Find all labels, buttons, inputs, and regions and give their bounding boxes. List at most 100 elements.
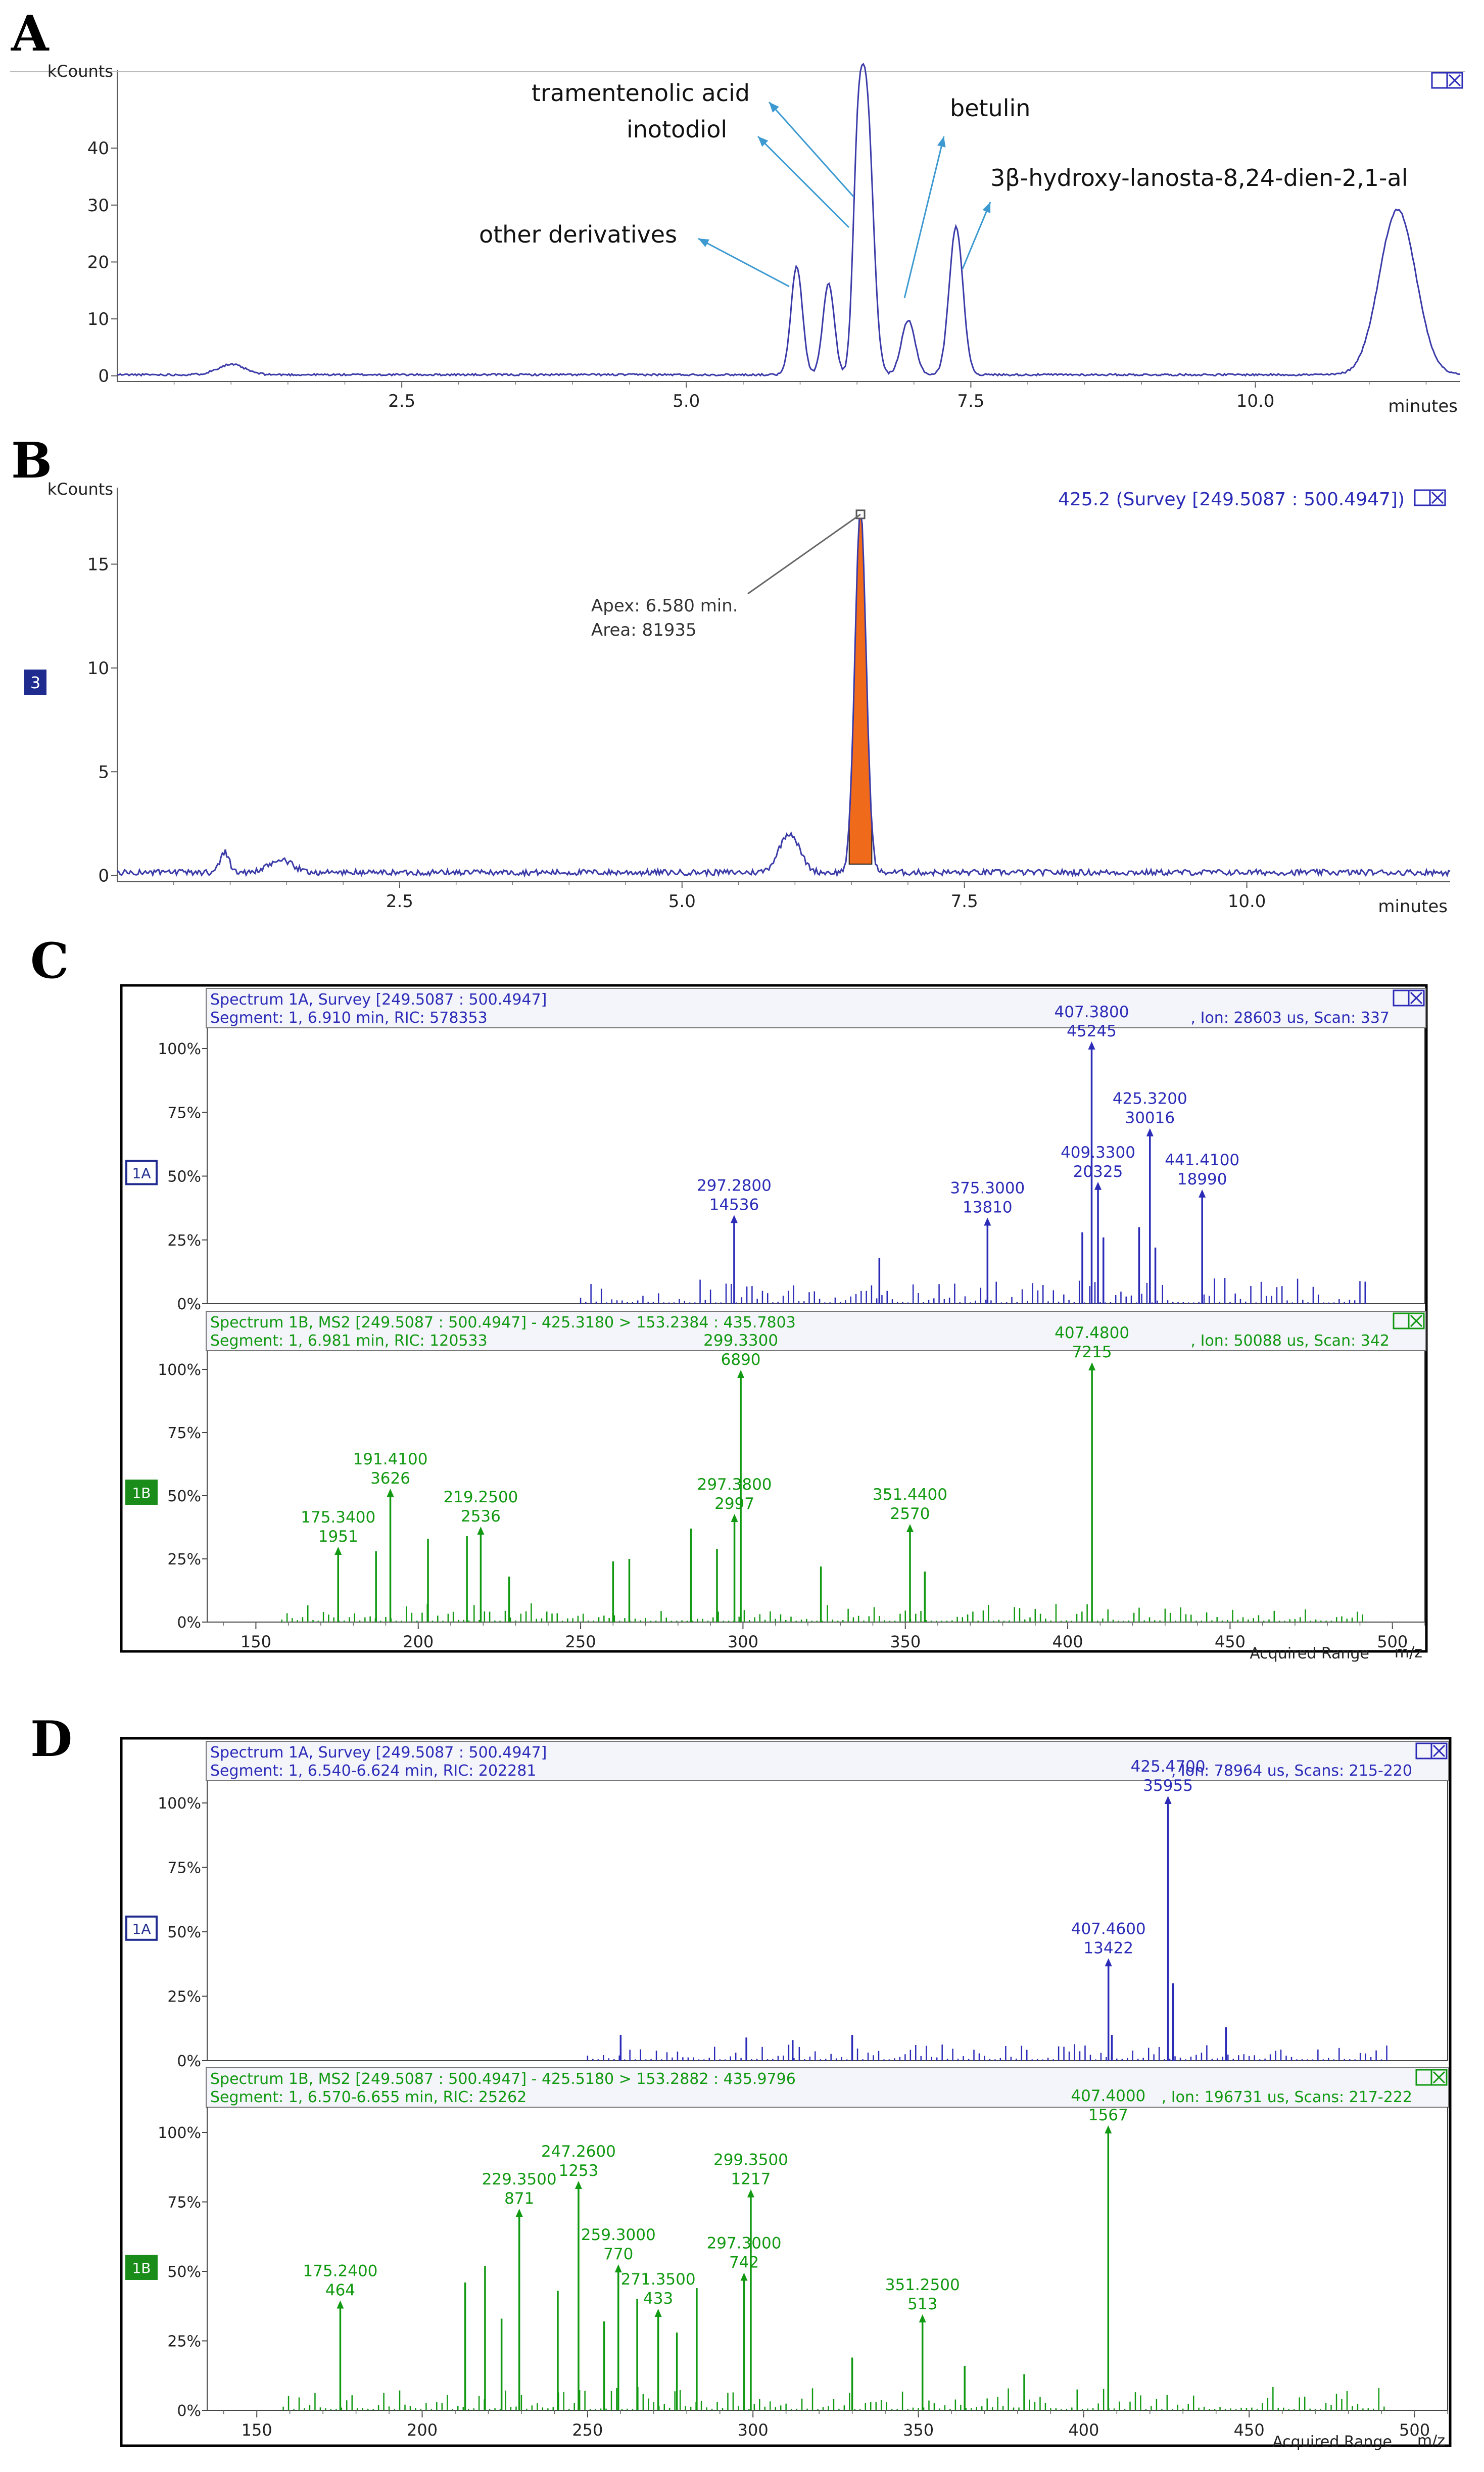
panel-b-x-tick-label: 2.5 — [386, 891, 413, 912]
panel-d-spectrum-0-close-icon[interactable] — [1430, 1742, 1448, 1760]
panel-c-peak-mz-label: 297.2800 — [697, 1176, 772, 1195]
trace-badge-label: 3 — [30, 673, 40, 692]
panel-c-spectrum-1-close-icon-frame — [1408, 1312, 1425, 1329]
panel-d-spectrum-segment: Segment: 1, 6.570-6.655 min, RIC: 25262 — [210, 2088, 526, 2106]
panel-b-close-icon-stroke-b — [1431, 491, 1444, 504]
panel-d-spectrum-badge-label: 1A — [132, 1921, 151, 1937]
panel-d-peak-mz-label: 271.3500 — [621, 2270, 696, 2289]
panel-c-peak-intensity-label: 2570 — [890, 1505, 930, 1523]
panel-c-peak-intensity-label: 6890 — [721, 1351, 761, 1369]
panel-label-d: D — [30, 1710, 72, 1768]
panel-c-peak-mz-label: 297.3800 — [697, 1476, 772, 1494]
panel-d-peak-intensity-label: 1567 — [1088, 2106, 1128, 2124]
panel-c-y-tick-label: 0% — [177, 1614, 201, 1632]
panel-b-trace-line — [117, 512, 1451, 878]
panel-d-spectrum-badge-label: 1B — [132, 2260, 151, 2276]
panel-c-y-tick-label: 100% — [158, 1361, 201, 1379]
peak-annotation-arrowhead — [769, 102, 779, 113]
peak-annotation-label: other derivatives — [479, 221, 677, 248]
panel-c-peak-marker — [731, 1514, 738, 1522]
panel-c-peak-intensity-label: 7215 — [1072, 1343, 1112, 1361]
panel-c-peak-mz-label: 407.4800 — [1055, 1324, 1129, 1342]
panel-c-peak-mz-label: 175.3400 — [301, 1508, 375, 1527]
panel-c-x-tick-label: 350 — [890, 1632, 921, 1651]
panel-label-b: B — [11, 432, 52, 489]
panel-b-y-tick-label: 0 — [98, 866, 109, 886]
panel-c-spectrum-header — [206, 1311, 1426, 1351]
panel-c-spectrum-1-close-icon-stroke-b — [1410, 1314, 1423, 1327]
panel-d-peak-marker — [575, 2181, 582, 2189]
panel-c-spectrum-0-close-icon-frame — [1408, 989, 1425, 1007]
panel-b-x-tick-label: 7.5 — [951, 891, 978, 912]
panel-d-peak-marker — [1105, 2125, 1112, 2133]
panel-d-frame — [120, 1737, 1452, 2447]
panel-d-peak-intensity-label: 1253 — [558, 2162, 598, 2180]
panel-a-y-axis-label: kCounts — [47, 62, 113, 81]
panel-c-peak-marker — [387, 1489, 394, 1497]
panel-d-peak-intensity-label: 433 — [643, 2290, 673, 2308]
panel-d-spectrum-1-close-icon-frame — [1430, 2069, 1448, 2086]
panel-c-peak-marker — [1094, 1181, 1102, 1190]
panel-b-x-tick-label: 5.0 — [668, 891, 696, 912]
panel-c-x-tick-label: 450 — [1215, 1632, 1246, 1651]
panel-d-peak-intensity-label: 513 — [907, 2295, 937, 2313]
panel-a-y-tick-label: 30 — [87, 196, 109, 216]
panel-d-x-tick-label: 400 — [1068, 2420, 1099, 2440]
panel-a-x-tick-label: 10.0 — [1236, 391, 1275, 411]
peak-annotation-arrowhead — [982, 202, 991, 213]
panel-c-peak-mz-label: 407.3800 — [1055, 1003, 1129, 1021]
panel-d-spectrum-segment: Segment: 1, 6.540-6.624 min, RIC: 202281 — [210, 1762, 536, 1780]
panel-d-spectrum-1-close-icon[interactable] — [1430, 2069, 1448, 2086]
panel-c-spectrum-0-close-icon[interactable] — [1408, 989, 1425, 1007]
panel-d-x-tick-label: 300 — [738, 2420, 769, 2440]
panel-c-peak-mz-label: 299.3300 — [703, 1332, 778, 1350]
panel-c-y-tick-label: 25% — [167, 1232, 201, 1250]
panel-c-x-tick-label: 400 — [1052, 1632, 1083, 1651]
trace-badge — [24, 670, 46, 695]
panel-b-close-icon-frame — [1429, 489, 1446, 506]
panel-d-x-tick-label: 350 — [903, 2420, 934, 2440]
panel-d-peak-mz-label: 407.4000 — [1071, 2087, 1145, 2105]
panel-c-peak-marker — [334, 1547, 342, 1555]
panel-c-y-tick-label: 50% — [167, 1168, 201, 1186]
peak-annotation-arrowhead — [937, 136, 946, 148]
panel-c-peak-mz-label: 441.4100 — [1165, 1151, 1239, 1169]
panel-c-peak-intensity-label: 2536 — [461, 1507, 501, 1526]
panel-b-y-tick-label: 10 — [87, 658, 109, 679]
panel-a-close-icon[interactable] — [1446, 72, 1463, 89]
panel-c-y-tick-label: 75% — [167, 1424, 201, 1442]
peak-annotation-label: betulin — [950, 94, 1030, 122]
panel-d-y-tick-label: 0% — [177, 2402, 201, 2420]
panel-a-y-tick-label: 10 — [87, 309, 109, 329]
apex-label: Apex: 6.580 min. — [591, 596, 738, 616]
panel-c-x-axis-label: m/z — [1395, 1644, 1422, 1661]
panel-c-spectrum-1-close-icon[interactable] — [1408, 1312, 1425, 1329]
panel-c-peak-marker — [1146, 1128, 1154, 1136]
panel-a-chromatogram: 2.5 5.0 7.5 10.0 0 10 20 30 40 kCounts minutes tram… — [10, 62, 1465, 416]
panel-a-y-tick-label: 0 — [98, 366, 109, 387]
panel-a-trace-line — [117, 63, 1461, 377]
panel-d-spectrum-scan-info: , Ion: 196731 us, Scans: 217-222 — [1162, 2088, 1412, 2106]
panel-a-close-icon-stroke-b — [1448, 74, 1461, 87]
panel-c-spectrum-segment: Segment: 1, 6.981 min, RIC: 120533 — [210, 1332, 488, 1350]
panel-c-peak-mz-label: 191.4100 — [353, 1450, 428, 1468]
area-label: Area: 81935 — [591, 620, 697, 640]
panel-c-peak-intensity-label: 18990 — [1177, 1170, 1227, 1189]
panel-d-y-tick-label: 100% — [158, 2124, 201, 2142]
panel-d-peak-intensity-label: 35955 — [1143, 1777, 1193, 1795]
panel-b-close-icon[interactable] — [1429, 489, 1446, 506]
peak-annotation-arrowhead — [698, 239, 709, 248]
panel-c-y-tick-label: 0% — [177, 1296, 201, 1313]
panel-d-x-tick-label: 250 — [572, 2420, 603, 2440]
panel-b-x-tick-label: 10.0 — [1228, 891, 1266, 912]
panel-c-acquired-range-label: Acquired Range — [1250, 1645, 1369, 1662]
panel-d-peak-mz-label: 299.3500 — [713, 2151, 788, 2169]
panel-c-spectrum-segment: Segment: 1, 6.910 min, RIC: 578353 — [210, 1009, 488, 1027]
panel-c-peak-marker — [906, 1524, 914, 1532]
panel-d-peak-mz-label: 425.4700 — [1131, 1757, 1206, 1776]
panel-d-y-tick-label: 50% — [167, 1924, 201, 1941]
panel-c-peak-intensity-label: 45245 — [1067, 1022, 1117, 1040]
panel-c-peak-mz-label: 219.2500 — [443, 1488, 518, 1506]
panel-c-x-tick-label: 200 — [403, 1632, 434, 1651]
panel-c-peak-intensity-label: 3626 — [370, 1469, 410, 1488]
